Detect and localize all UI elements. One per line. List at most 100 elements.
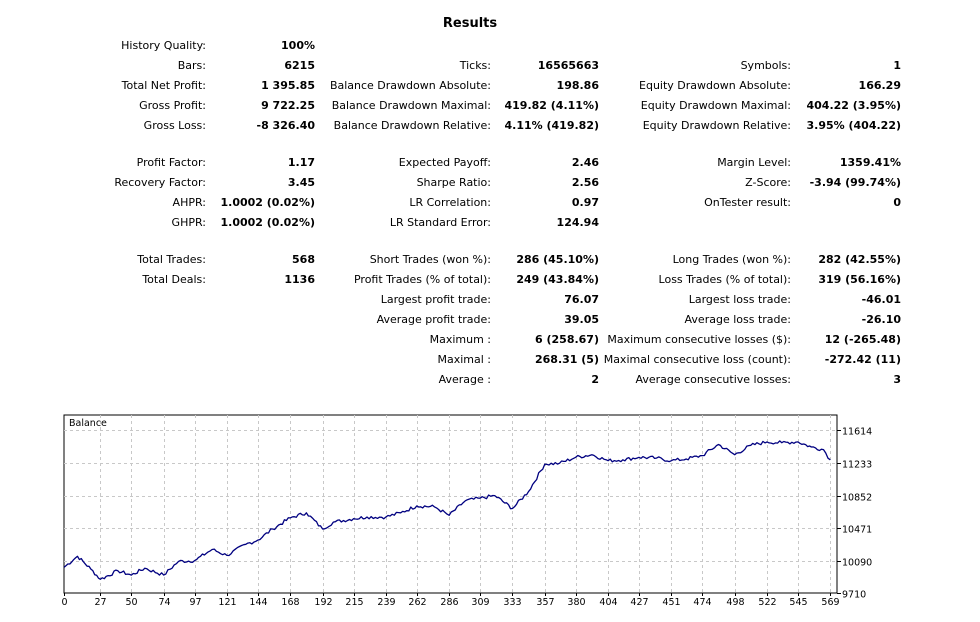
z-score-label: Z-Score:: [745, 176, 791, 189]
max-consec-losses-value: 12 (-265.48): [824, 333, 901, 346]
balance-dd-abs-label: Balance Drawdown Absolute:: [329, 79, 491, 92]
max-consec-losses-label: Maximum consecutive losses ($):: [607, 333, 791, 346]
ontester-label: OnTester result:: [704, 196, 791, 209]
sharpe-ratio-label: Sharpe Ratio:: [416, 176, 491, 189]
average-loss-value: -26.10: [861, 313, 901, 326]
x-tick-label: 286: [440, 597, 458, 608]
total-deals-value: 1136: [284, 273, 315, 286]
y-tick-label: 10852: [842, 493, 872, 504]
x-tick-label: 427: [630, 597, 648, 608]
ghpr-value: 1.0002 (0.02%): [220, 216, 316, 229]
maximal-value: 268.31 (5): [535, 353, 599, 366]
profit-trades-value: 249 (43.84%): [516, 273, 599, 286]
maximal-consec-loss-value: -272.42 (11): [824, 353, 901, 366]
largest-profit-label: Largest profit trade:: [380, 293, 491, 306]
symbols-value: 1: [893, 59, 901, 72]
chart-frame: [63, 414, 838, 594]
total-net-profit-value: 1 395.85: [261, 79, 315, 92]
symbols-label: Symbols:: [740, 59, 791, 72]
equity-dd-max-label: Equity Drawdown Maximal:: [640, 99, 791, 112]
ahpr-label: AHPR:: [172, 196, 206, 209]
y-tick-label: 11233: [842, 460, 872, 471]
balance-dd-max-label: Balance Drawdown Maximal:: [331, 99, 491, 112]
balance-dd-max-value: 419.82 (4.11%): [504, 99, 600, 112]
bars-value: 6215: [284, 59, 315, 72]
y-axis: 9710 10090 10471 10852 11233 11614: [837, 427, 872, 601]
x-tick-label: 0: [61, 597, 67, 608]
equity-dd-rel-label: Equity Drawdown Relative:: [642, 119, 791, 132]
avg-consec-losses-label: Average consecutive losses:: [635, 373, 791, 386]
bars-label: Bars:: [177, 59, 206, 72]
profit-trades-label: Profit Trades (% of total):: [353, 273, 491, 286]
short-trades-label: Short Trades (won %):: [369, 253, 491, 266]
profit-factor-label: Profit Factor:: [136, 156, 206, 169]
x-tick-label: 50: [125, 597, 137, 608]
gross-profit-value: 9 722.25: [261, 99, 315, 112]
lr-correlation-label: LR Correlation:: [409, 196, 491, 209]
x-tick-label: 333: [503, 597, 521, 608]
y-tick-label: 10090: [842, 558, 872, 569]
equity-dd-rel-value: 3.95% (404.22): [806, 119, 902, 132]
largest-loss-value: -46.01: [861, 293, 901, 306]
gross-profit-label: Gross Profit:: [139, 99, 206, 112]
results-title: Results: [442, 16, 498, 31]
x-tick-label: 74: [158, 597, 170, 608]
ticks-label: Ticks:: [459, 59, 491, 72]
history-quality-label: History Quality:: [121, 39, 206, 52]
total-trades-value: 568: [292, 253, 315, 266]
balance-dd-rel-value: 4.11% (419.82): [504, 119, 600, 132]
x-tick-label: 27: [94, 597, 106, 608]
lr-std-error-label: LR Standard Error:: [389, 216, 491, 229]
loss-trades-value: 319 (56.16%): [818, 273, 901, 286]
recovery-factor-label: Recovery Factor:: [114, 176, 206, 189]
x-tick-label: 380: [567, 597, 585, 608]
z-score-value: -3.94 (99.74%): [809, 176, 901, 189]
ghpr-label: GHPR:: [171, 216, 206, 229]
loss-trades-label: Loss Trades (% of total):: [658, 273, 791, 286]
largest-loss-label: Largest loss trade:: [688, 293, 791, 306]
sharpe-ratio-value: 2.56: [571, 176, 599, 189]
chart-line-layer: [63, 440, 831, 580]
lr-std-error-value: 124.94: [556, 216, 599, 229]
average-label: Average :: [438, 373, 491, 386]
x-tick-label: 451: [662, 597, 680, 608]
average-profit-value: 39.05: [564, 313, 599, 326]
x-axis: 0 27 50 74 97 121 144 168 192 215 239 262 286 309 333 3…: [61, 593, 840, 608]
x-tick-label: 498: [726, 597, 744, 608]
x-tick-label: 357: [536, 597, 554, 608]
short-trades-value: 286 (45.10%): [516, 253, 599, 266]
y-tick-label: 9710: [842, 590, 866, 601]
x-tick-label: 239: [377, 597, 395, 608]
x-tick-label: 404: [599, 597, 617, 608]
x-tick-label: 522: [758, 597, 776, 608]
ticks-value: 16565663: [537, 59, 599, 72]
balance-dd-rel-label: Balance Drawdown Relative:: [333, 119, 491, 132]
x-tick-label: 262: [408, 597, 426, 608]
expected-payoff-value: 2.46: [571, 156, 599, 169]
long-trades-value: 282 (42.55%): [818, 253, 901, 266]
x-tick-label: 309: [471, 597, 489, 608]
maximal-consec-loss-label: Maximal consecutive loss (count):: [603, 353, 791, 366]
ahpr-value: 1.0002 (0.02%): [220, 196, 316, 209]
x-tick-label: 144: [249, 597, 267, 608]
average-profit-label: Average profit trade:: [376, 313, 491, 326]
ontester-value: 0: [893, 196, 901, 209]
x-tick-label: 192: [314, 597, 332, 608]
average-loss-label: Average loss trade:: [684, 313, 791, 326]
lr-correlation-value: 0.97: [571, 196, 599, 209]
x-tick-label: 168: [281, 597, 299, 608]
long-trades-label: Long Trades (won %):: [672, 253, 791, 266]
balance-dd-abs-value: 198.86: [556, 79, 599, 92]
expected-payoff-label: Expected Payoff:: [398, 156, 491, 169]
y-tick-label: 11614: [842, 427, 872, 438]
maximal-label: Maximal :: [437, 353, 491, 366]
x-tick-label: 215: [345, 597, 363, 608]
equity-dd-max-value: 404.22 (3.95%): [806, 99, 902, 112]
maximum-label: Maximum :: [429, 333, 491, 346]
average-value: 2: [591, 373, 599, 386]
y-tick-label: 10471: [842, 525, 872, 536]
equity-dd-abs-label: Equity Drawdown Absolute:: [639, 79, 791, 92]
x-tick-label: 97: [189, 597, 201, 608]
gross-loss-value: -8 326.40: [256, 119, 316, 132]
balance-series-line: [63, 440, 831, 580]
